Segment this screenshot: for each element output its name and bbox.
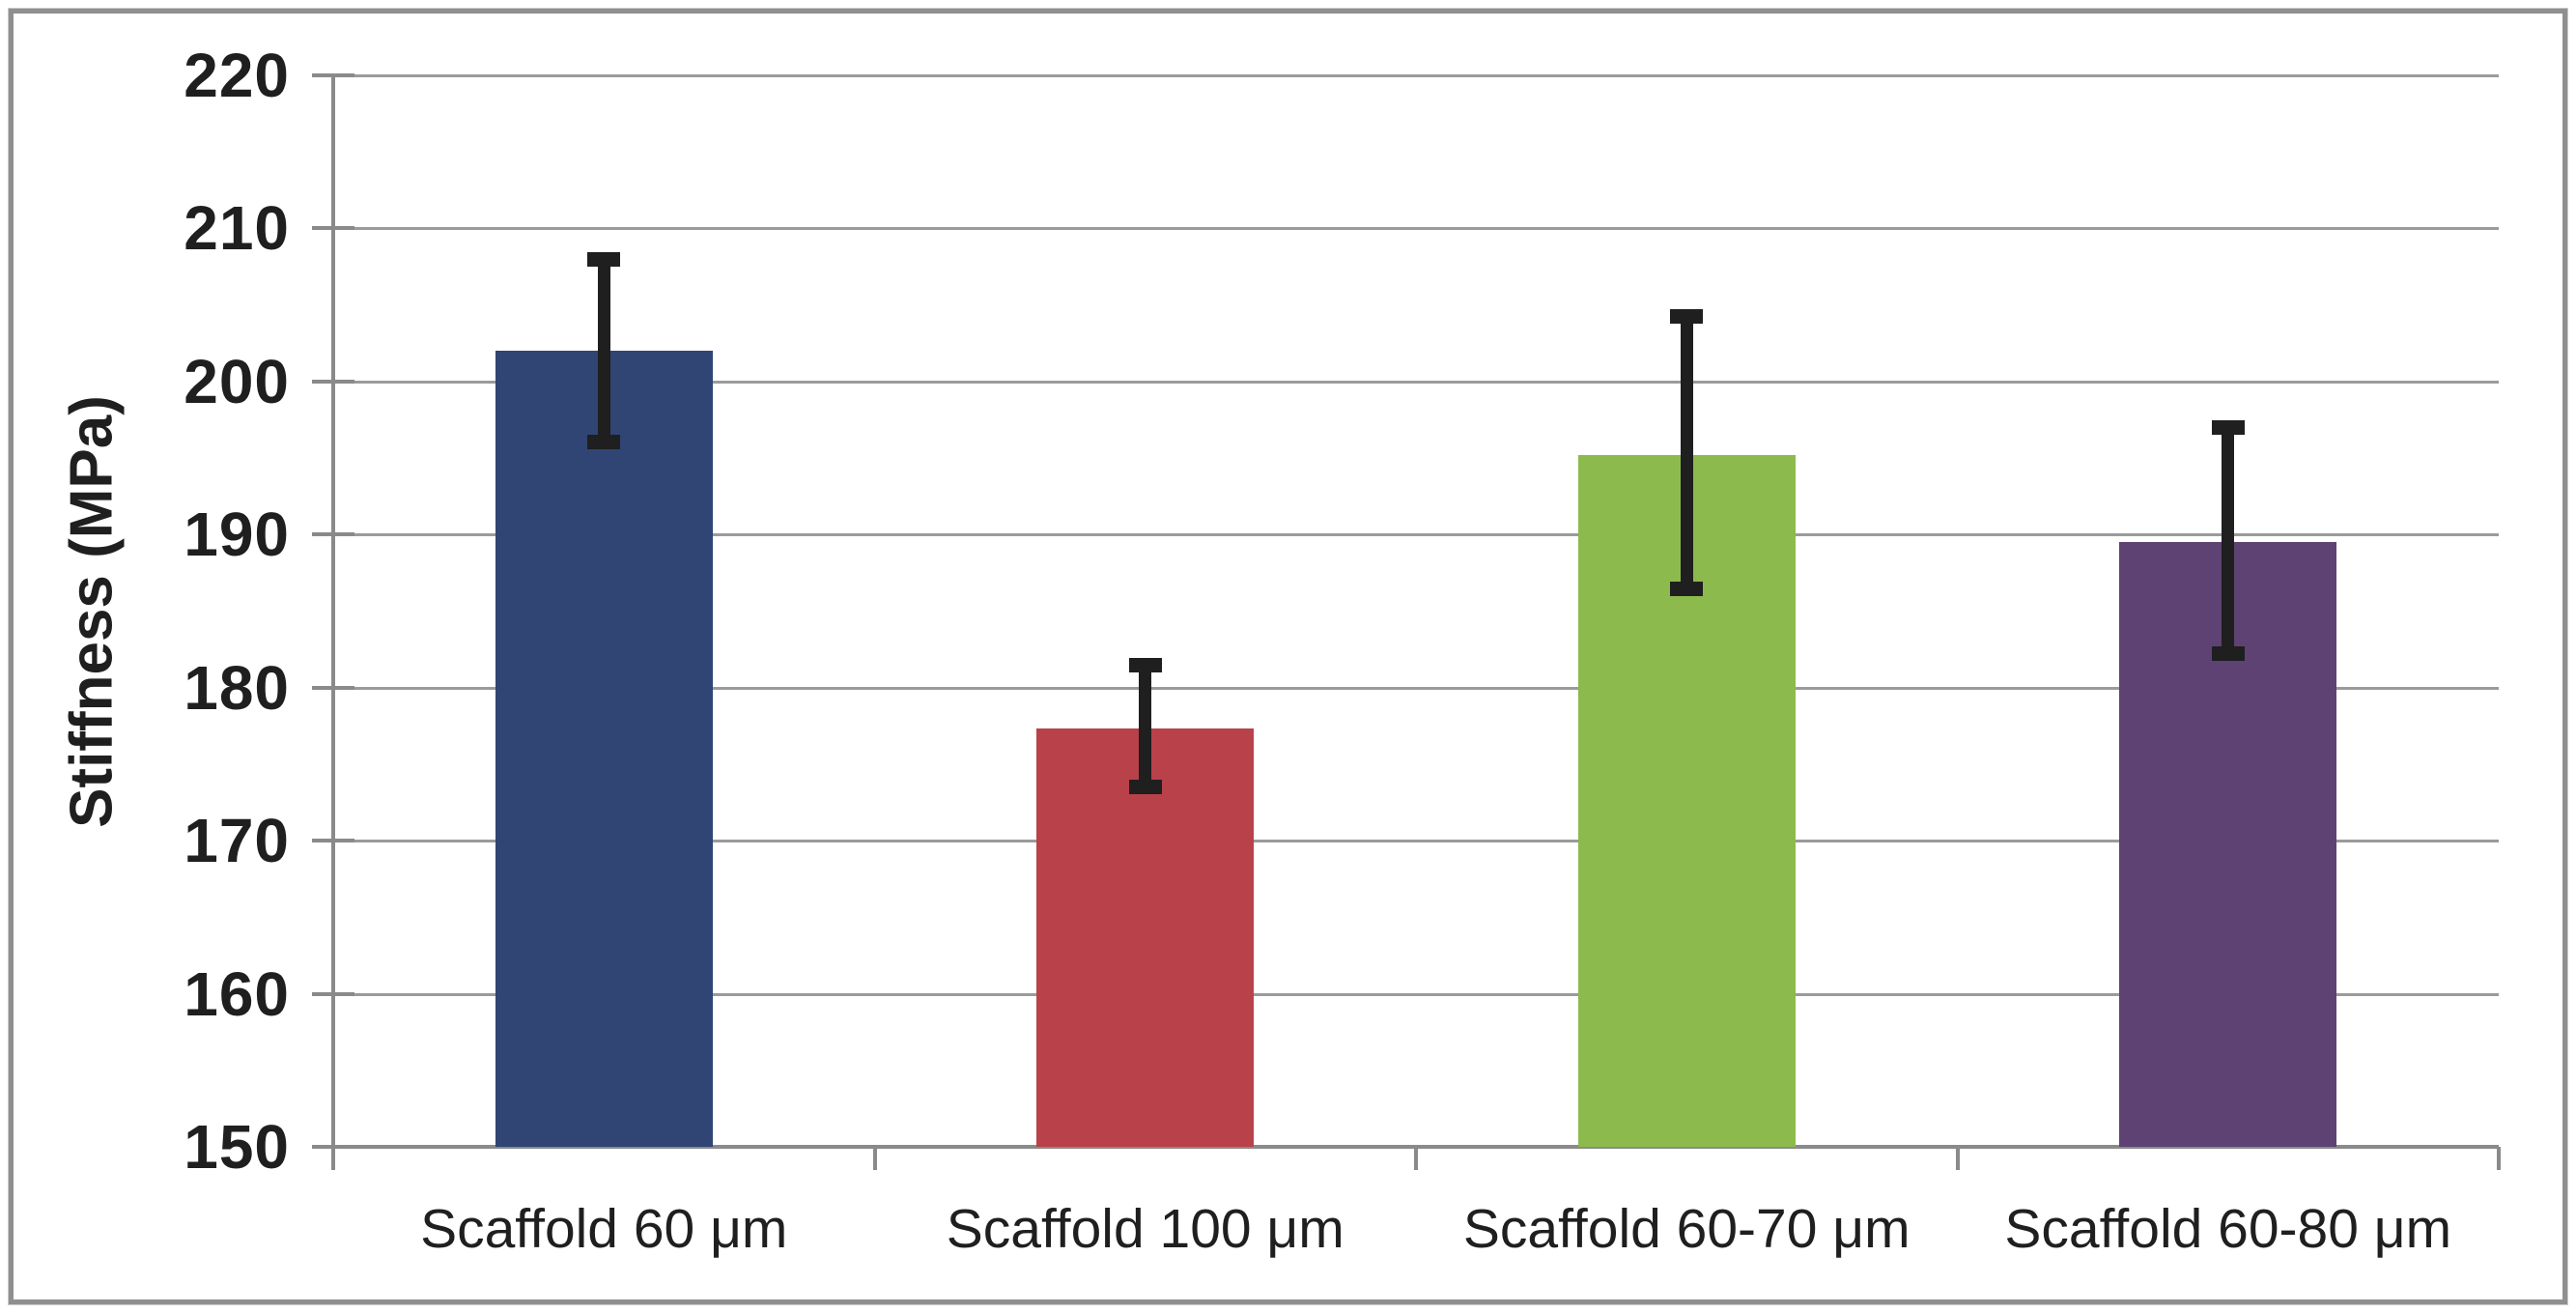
x-tick-mark-1 xyxy=(872,1147,877,1170)
gridline-210 xyxy=(333,227,2499,231)
error-bar-bottom-cap-0 xyxy=(587,435,621,450)
error-bar-top-cap-0 xyxy=(587,252,621,268)
gridline-220 xyxy=(333,74,2499,77)
gridline-200 xyxy=(333,380,2499,384)
x-axis-label-0: Scaffold 60 μm xyxy=(420,1198,788,1260)
y-tick-label-150: 150 xyxy=(184,1112,290,1182)
error-bar-bottom-cap-2 xyxy=(1670,582,1704,597)
x-tick-mark-4 xyxy=(2497,1147,2501,1170)
x-axis-label-2: Scaffold 60-70 μm xyxy=(1462,1198,1911,1260)
error-bar-2 xyxy=(1680,315,1693,590)
gridline-170 xyxy=(333,840,2499,843)
y-axis-title: Stiffness (MPa) xyxy=(58,394,126,828)
x-axis-label-3: Scaffold 60-80 μm xyxy=(2004,1198,2452,1260)
y-tick-label-160: 160 xyxy=(184,958,290,1029)
error-bar-0 xyxy=(597,259,610,443)
error-bar-top-cap-1 xyxy=(1128,657,1162,672)
x-tick-mark-0 xyxy=(331,1147,335,1170)
bar-1 xyxy=(1036,728,1255,1147)
x-axis-line xyxy=(312,1145,2499,1149)
gridline-180 xyxy=(333,686,2499,690)
error-bar-1 xyxy=(1139,664,1152,787)
gridline-160 xyxy=(333,992,2499,996)
y-tick-label-200: 200 xyxy=(184,346,290,416)
error-bar-bottom-cap-3 xyxy=(2211,645,2245,661)
error-bar-bottom-cap-1 xyxy=(1128,779,1162,794)
error-bar-top-cap-3 xyxy=(2211,420,2245,436)
x-tick-mark-2 xyxy=(1414,1147,1418,1170)
x-tick-mark-3 xyxy=(1955,1147,1960,1170)
chart-outer-border xyxy=(9,9,2567,1304)
x-axis-label-1: Scaffold 100 μm xyxy=(946,1198,1345,1260)
y-tick-label-220: 220 xyxy=(184,41,290,110)
y-axis-line xyxy=(331,75,335,1170)
y-tick-label-210: 210 xyxy=(184,193,290,264)
error-bar-top-cap-2 xyxy=(1670,308,1704,324)
y-tick-label-170: 170 xyxy=(184,806,290,876)
bar-0 xyxy=(495,351,713,1147)
y-tick-label-180: 180 xyxy=(184,652,290,723)
y-tick-label-190: 190 xyxy=(184,500,290,570)
error-bar-3 xyxy=(2222,427,2235,654)
gridline-190 xyxy=(333,533,2499,537)
